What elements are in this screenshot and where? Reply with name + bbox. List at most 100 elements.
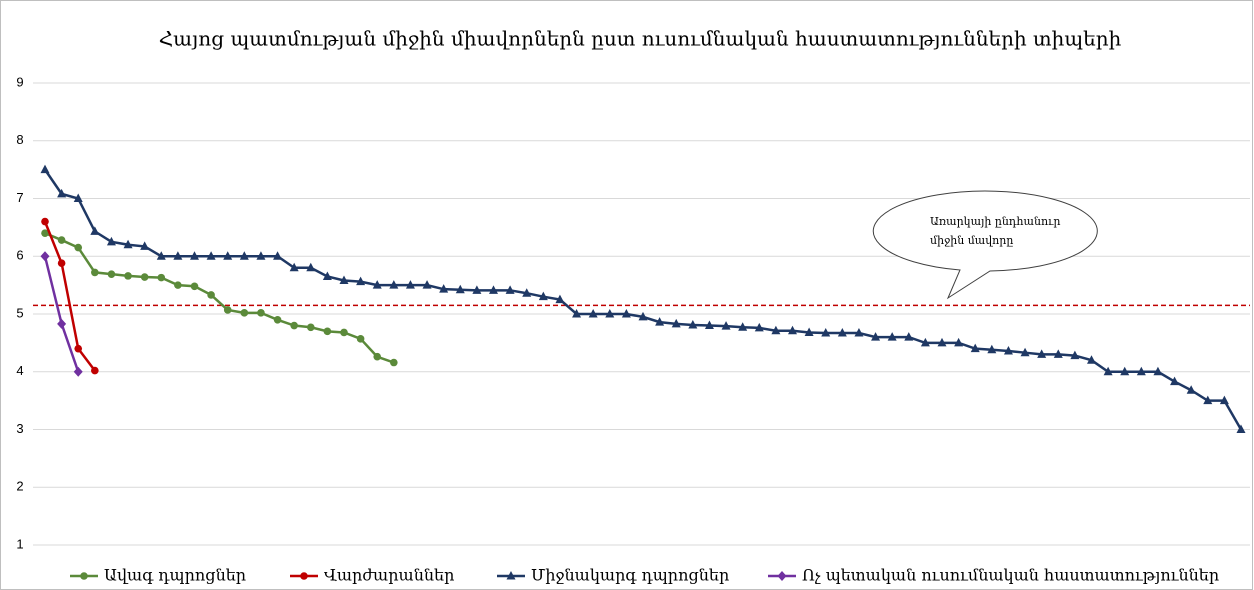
data-point [688, 319, 698, 329]
y-tick-label: 8 [16, 132, 23, 147]
data-point [1037, 349, 1047, 358]
data-point [1219, 395, 1229, 405]
data-point [605, 309, 615, 318]
data-point [804, 327, 814, 336]
data-point [140, 241, 150, 250]
data-point [788, 325, 797, 335]
data-point [257, 309, 265, 317]
data-point [489, 285, 498, 294]
chart-title: Հայոց պատմության միջին միավորներն ըստ ու… [159, 27, 1122, 51]
data-point [455, 284, 465, 294]
data-point [322, 271, 332, 280]
data-point [1020, 347, 1030, 357]
series-line [44, 231, 395, 364]
data-point [41, 229, 49, 237]
data-point [40, 164, 50, 174]
data-point [91, 268, 99, 277]
legend-marker [80, 572, 88, 580]
data-point [588, 309, 598, 318]
data-point [771, 325, 781, 335]
data-point [671, 318, 681, 328]
data-point [106, 236, 116, 246]
y-tick-label: 9 [16, 74, 23, 89]
callout [872, 190, 1098, 300]
y-tick-label: 1 [16, 536, 23, 551]
data-point [555, 294, 565, 304]
data-point [1070, 350, 1080, 360]
data-point [1136, 366, 1146, 376]
data-point [90, 226, 100, 235]
data-point [373, 352, 382, 361]
data-point [1170, 376, 1180, 386]
data-point [1120, 366, 1130, 376]
data-point [422, 280, 432, 289]
legend-label: Միջնակարգ դպրոցներ [531, 566, 729, 585]
data-point [57, 188, 67, 198]
data-point [273, 251, 283, 260]
data-point [240, 309, 249, 317]
legend-label: Ոչ պետական ուսումնական հաստատություններ [802, 566, 1219, 585]
data-point [655, 317, 665, 326]
data-point [206, 251, 216, 260]
data-point [1203, 395, 1213, 405]
data-point [987, 344, 997, 354]
data-point [954, 337, 964, 347]
data-point [190, 282, 199, 291]
data-point [107, 270, 116, 278]
data-point [522, 288, 532, 297]
y-tick-label: 6 [16, 248, 23, 263]
data-point [174, 281, 182, 289]
data-point [887, 332, 897, 341]
data-point [156, 251, 166, 260]
data-point [356, 276, 366, 286]
data-point [190, 251, 199, 260]
data-point [73, 366, 83, 377]
annotation: միջին մավորը [930, 234, 1013, 247]
data-point [239, 251, 249, 260]
data-point [405, 280, 415, 289]
data-point [937, 337, 947, 347]
data-point [390, 358, 398, 367]
series-line [43, 221, 96, 372]
data-point [704, 320, 714, 330]
data-point [41, 217, 49, 226]
data-point [223, 306, 232, 314]
legend-label: Վարժարաններ [324, 566, 454, 585]
legend-marker [300, 572, 308, 580]
data-point [1186, 385, 1196, 394]
y-tick-label: 5 [16, 305, 23, 320]
data-point [356, 335, 365, 343]
data-point [904, 332, 914, 341]
y-tick-label: 7 [16, 190, 23, 205]
data-point [572, 309, 582, 318]
data-point [821, 328, 831, 337]
data-point [73, 193, 83, 202]
data-point [638, 311, 648, 321]
data-point [57, 259, 66, 267]
data-point [1053, 349, 1063, 358]
data-point [1153, 366, 1163, 376]
data-point [389, 280, 399, 289]
legend-marker [777, 571, 787, 581]
data-point [290, 321, 298, 330]
legend-marker [506, 571, 516, 580]
data-point [738, 322, 748, 331]
data-point [920, 337, 930, 347]
data-point [323, 327, 332, 336]
data-point [871, 332, 881, 341]
data-point [1003, 345, 1013, 355]
data-point [472, 285, 482, 294]
data-point [837, 328, 847, 337]
data-point [621, 309, 631, 318]
data-point [340, 328, 348, 337]
data-point [289, 262, 299, 272]
data-point [970, 343, 980, 353]
data-point [74, 243, 83, 252]
data-point [505, 285, 515, 294]
y-tick-label: 2 [16, 479, 23, 494]
data-point [306, 262, 316, 272]
data-point [40, 251, 50, 262]
data-point [339, 275, 349, 285]
data-point [173, 251, 183, 260]
